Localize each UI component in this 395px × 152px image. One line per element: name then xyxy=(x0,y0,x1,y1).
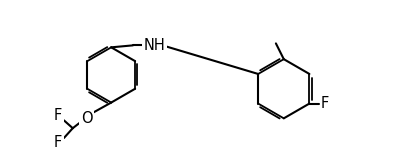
Text: NH: NH xyxy=(144,38,166,53)
Text: O: O xyxy=(81,111,92,126)
Text: F: F xyxy=(54,108,62,123)
Text: F: F xyxy=(54,135,62,150)
Text: F: F xyxy=(321,96,329,111)
